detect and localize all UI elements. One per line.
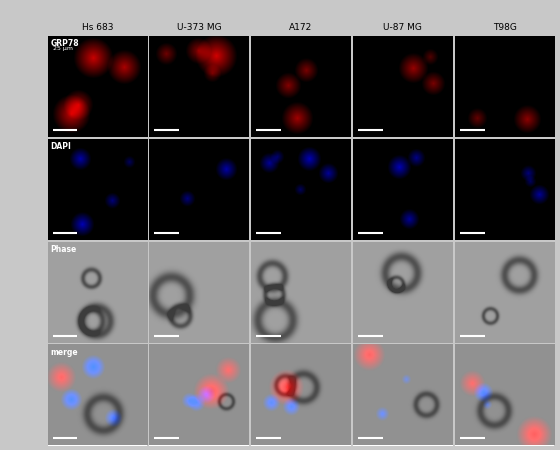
Text: U-373 MG: U-373 MG (177, 23, 222, 32)
Text: A172: A172 (290, 23, 312, 32)
Text: DAPI: DAPI (50, 142, 72, 151)
Text: merge: merge (50, 347, 78, 356)
Text: GRP78: GRP78 (50, 39, 79, 48)
Text: U-87 MG: U-87 MG (384, 23, 422, 32)
Text: 25 μm: 25 μm (53, 46, 73, 51)
Text: T98G: T98G (493, 23, 516, 32)
Text: Hs 683: Hs 683 (82, 23, 113, 32)
Text: Phase: Phase (50, 245, 77, 254)
